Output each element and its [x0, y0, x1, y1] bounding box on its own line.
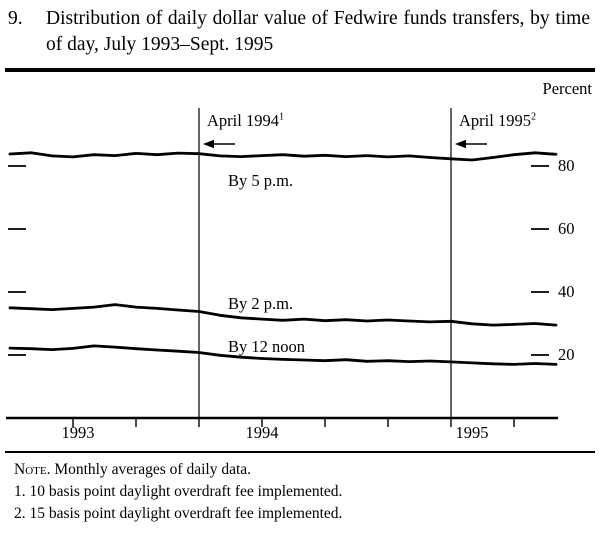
top-rule [5, 68, 595, 72]
figure-number: 9. [8, 8, 23, 29]
y-axis-unit-label: Percent [542, 78, 592, 98]
chart-plot-area: April 19941 April 19952 By 5 p.m. By 2 p… [0, 101, 600, 451]
chart-canvas [6, 107, 558, 427]
footnote-1-label: 1. [14, 483, 26, 501]
y-tick-label-40: 40 [558, 281, 575, 301]
note-label: Note. [14, 461, 51, 479]
footnote-2-label: 2. [14, 505, 26, 523]
footnote-marker-1: 1 [278, 111, 285, 123]
series-line-by-5-p-m- [8, 151, 558, 162]
x-axis-label-1993: 1993 [61, 422, 95, 442]
annotation-text: April 1995 [459, 110, 531, 130]
footnote-marker-2: 2 [530, 111, 537, 123]
figure-title-text: Distribution of daily dollar value of Fe… [46, 8, 590, 55]
annotation-april-1994: April 19941 [207, 111, 284, 131]
annotation-text: April 1994 [207, 110, 279, 130]
series-line-by-2-p-m- [8, 303, 558, 327]
series-label-by-5pm: By 5 p.m. [228, 170, 294, 190]
series-line-by-12-noon [8, 344, 558, 366]
left-arrow-head-icon [455, 139, 466, 149]
y-tick-label-60: 60 [558, 218, 575, 238]
y-tick-label-20: 20 [558, 344, 575, 364]
series-label-by-12noon: By 12 noon [228, 336, 306, 356]
footnote-2-text: 15 basis point daylight overdraft fee im… [25, 505, 343, 523]
x-axis-label-1994: 1994 [245, 422, 279, 442]
footnote-1-text: 10 basis point daylight overdraft fee im… [25, 483, 343, 501]
footnote-2: 2. 15 basis point daylight overdraft fee… [14, 503, 590, 525]
left-arrow-head-icon [203, 139, 214, 149]
note-text: Monthly averages of daily data. [50, 461, 252, 479]
annotation-april-1995: April 19952 [459, 111, 536, 131]
series-label-by-2pm: By 2 p.m. [228, 293, 294, 313]
footnote-1: 1. 10 basis point daylight overdraft fee… [14, 481, 590, 503]
note-general: Note. Monthly averages of daily data. [14, 459, 590, 481]
y-tick-label-80: 80 [558, 155, 575, 175]
figure-title: 9. Distribution of daily dollar value of… [8, 6, 592, 57]
notes: Note. Monthly averages of daily data. 1.… [8, 453, 592, 525]
bottom-rule [5, 450, 595, 454]
x-axis-label-1995: 1995 [455, 422, 489, 442]
